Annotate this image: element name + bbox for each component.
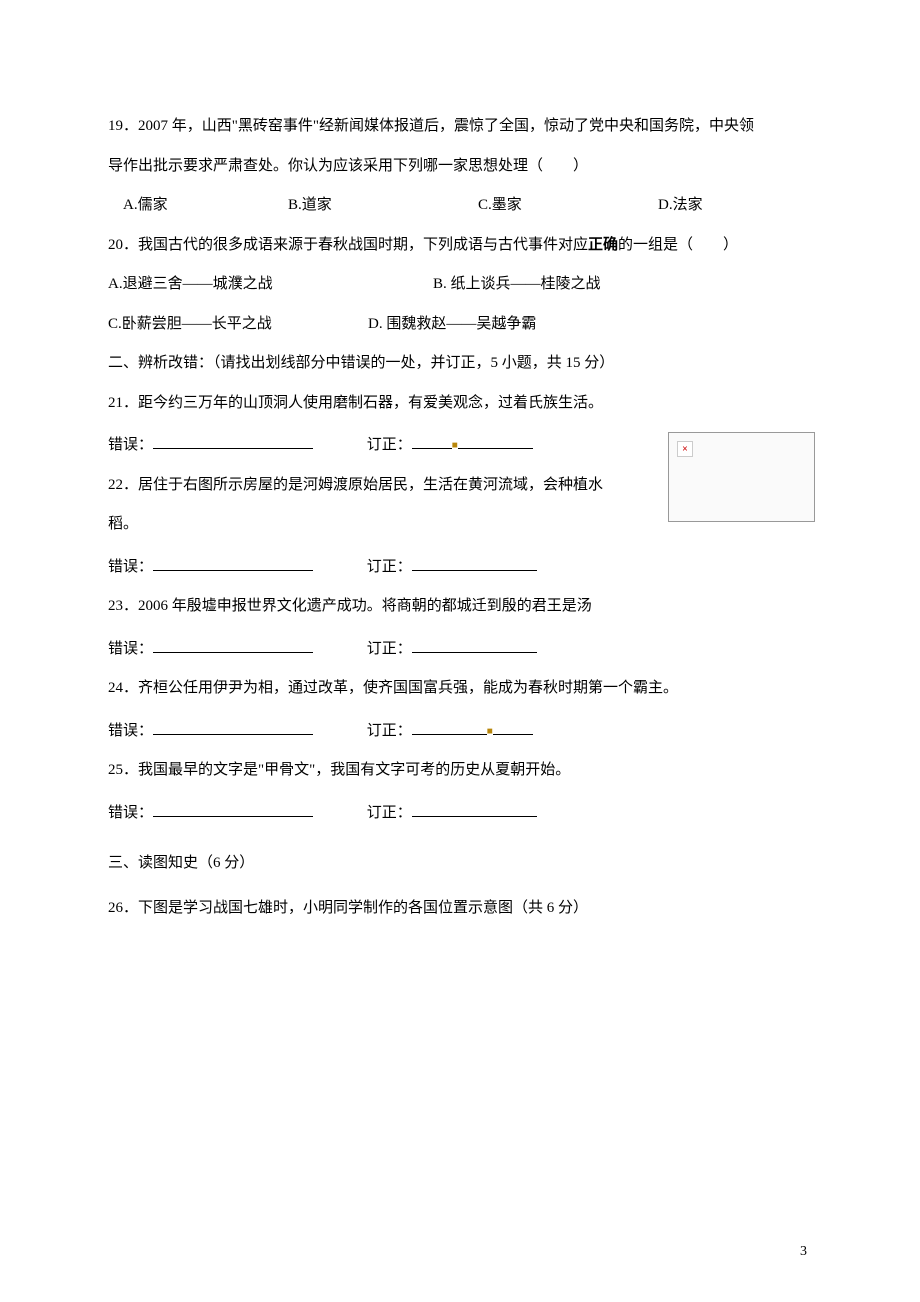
correct-blank-2[interactable]: [493, 717, 533, 735]
q20-line1: 20．我国古代的很多成语来源于春秋战国时期，下列成语与古代事件对应正确的一组是（…: [108, 234, 815, 257]
q20-pre: 20．我国古代的很多成语来源于春秋战国时期，下列成语与古代事件对应: [108, 237, 588, 253]
q26-text: 26．下图是学习战国七雄时，小明同学制作的各国位置示意图（共 6 分）: [108, 897, 815, 920]
q19-opt-b: B.道家: [288, 194, 478, 217]
q21-text: 21．距今约三万年的山顶洞人使用磨制石器，有爱美观念，过着氏族生活。: [108, 392, 815, 415]
section2-header: 二、辨析改错：（请找出划线部分中错误的一处，并订正，5 小题，共 15 分）: [108, 352, 815, 375]
correct-blank[interactable]: [412, 799, 537, 817]
error-label: 错误：: [108, 559, 153, 575]
error-blank[interactable]: [153, 635, 313, 653]
q20-opt-c: C.卧薪尝胆——长平之战: [108, 313, 368, 336]
correct-label: 订正：: [367, 559, 412, 575]
section3-header: 三、读图知史（6 分）: [108, 852, 815, 875]
error-label: 错误：: [108, 641, 153, 657]
correct-blank-1[interactable]: [412, 431, 452, 449]
broken-image-placeholder: ×: [668, 432, 815, 522]
q23-text: 23．2006 年殷墟申报世界文化遗产成功。将商朝的都城迁到殷的君王是汤: [108, 595, 815, 618]
error-blank[interactable]: [153, 553, 313, 571]
correct-blank-1[interactable]: [412, 717, 487, 735]
q19-options: A.儒家 B.道家 C.墨家 D.法家: [108, 194, 815, 217]
q20-opt-a: A.退避三舍——城濮之战: [108, 273, 433, 296]
correct-label: 订正：: [367, 723, 412, 739]
q22-line1: 22．居住于右图所示房屋的是河姆渡原始居民，生活在黄河流域，会种植水: [108, 474, 655, 497]
error-blank[interactable]: [153, 717, 313, 735]
broken-image-icon: ×: [677, 441, 693, 457]
error-blank[interactable]: [153, 799, 313, 817]
q24-answer: 错误： 订正：■: [108, 717, 815, 743]
correct-label: 订正：: [367, 437, 412, 453]
q22-line2: 稻。: [108, 513, 655, 536]
q20-opt-d: D. 围魏救赵——吴越争霸: [368, 313, 558, 336]
q25-answer: 错误： 订正：: [108, 799, 815, 825]
error-blank[interactable]: [153, 431, 313, 449]
q25-text: 25．我国最早的文字是"甲骨文"，我国有文字可考的历史从夏朝开始。: [108, 759, 815, 782]
page-number: 3: [800, 1241, 807, 1262]
correct-label: 订正：: [367, 805, 412, 821]
q22-answer: 错误： 订正：: [108, 553, 815, 579]
correct-blank-2[interactable]: [458, 431, 533, 449]
error-label: 错误：: [108, 805, 153, 821]
q20-bold: 正确: [588, 237, 618, 253]
correct-label: 订正：: [367, 641, 412, 657]
error-label: 错误：: [108, 437, 153, 453]
q19-line2: 导作出批示要求严肃查处。你认为应该采用下列哪一家思想处理（ ）: [108, 155, 815, 178]
q19-opt-a: A.儒家: [108, 194, 288, 217]
q19-opt-d: D.法家: [658, 194, 703, 217]
q24-text: 24．齐桓公任用伊尹为相，通过改革，使齐国国富兵强，能成为春秋时期第一个霸主。: [108, 677, 815, 700]
q20-opt-b: B. 纸上谈兵——桂陵之战: [433, 273, 623, 296]
error-label: 错误：: [108, 723, 153, 739]
correct-blank[interactable]: [412, 553, 537, 571]
q20-post: 的一组是（ ）: [618, 237, 738, 253]
q20-options-row1: A.退避三舍——城濮之战 B. 纸上谈兵——桂陵之战: [108, 273, 815, 296]
correct-blank[interactable]: [412, 635, 537, 653]
q20-options-row2: C.卧薪尝胆——长平之战 D. 围魏救赵——吴越争霸: [108, 313, 815, 336]
q23-answer: 错误： 订正：: [108, 635, 815, 661]
q19-line1: 19．2007 年，山西"黑砖窑事件"经新闻媒体报道后，震惊了全国，惊动了党中央…: [108, 115, 815, 138]
q19-opt-c: C.墨家: [478, 194, 658, 217]
